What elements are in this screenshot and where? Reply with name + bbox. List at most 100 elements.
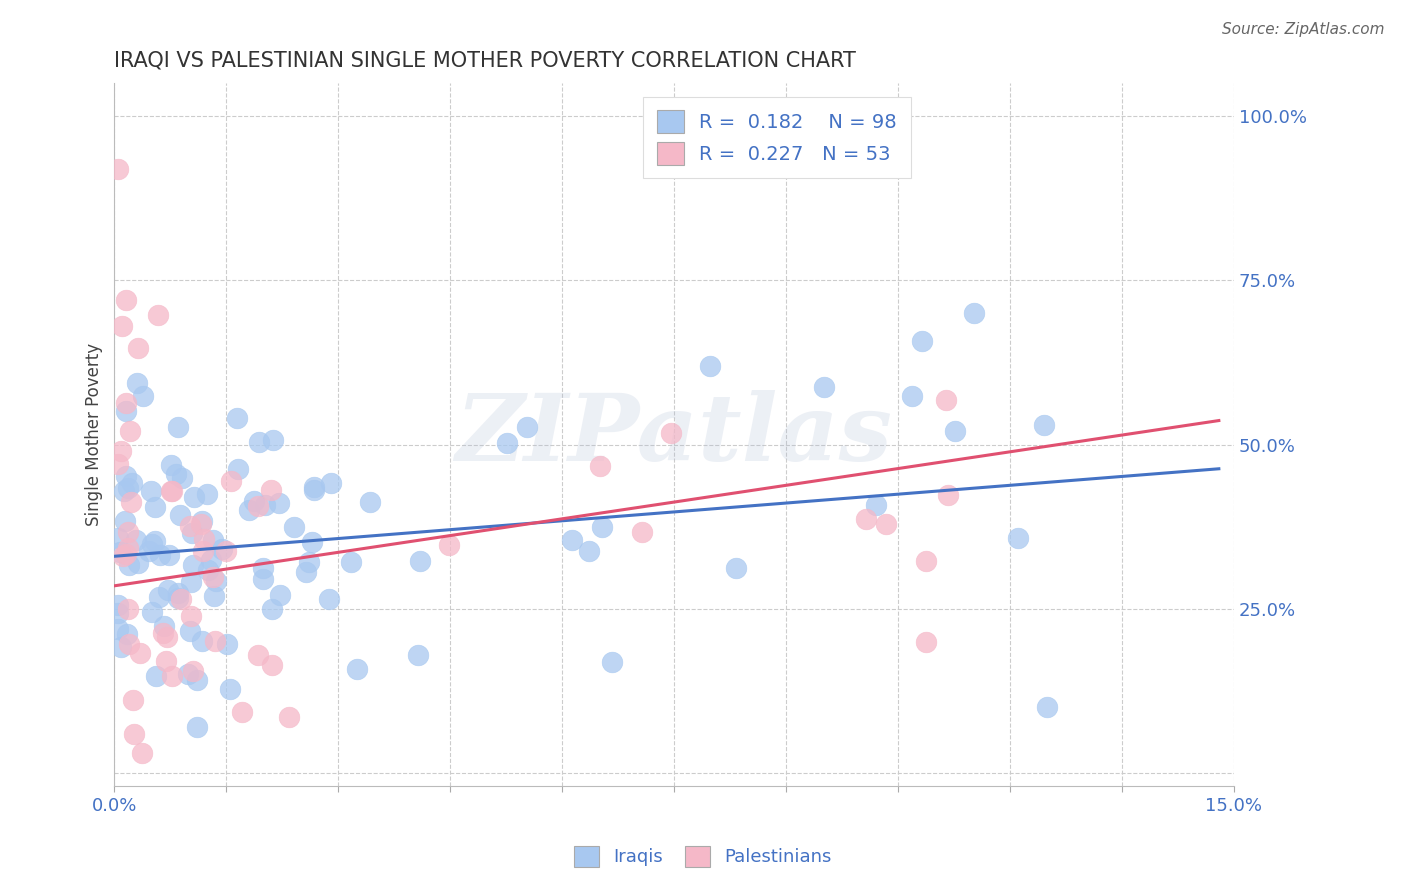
Point [114, 514, 136, 528]
Point [211, 542, 233, 557]
Point [865, 498, 887, 512]
Point [169, 508, 191, 522]
Point [260, 601, 283, 615]
Point [117, 525, 139, 540]
Point [122, 693, 145, 707]
Point [231, 705, 253, 719]
Point [118, 424, 141, 438]
Point [963, 306, 986, 320]
Point [193, 532, 215, 546]
Point [166, 419, 188, 434]
Point [153, 618, 176, 632]
Point [319, 475, 342, 490]
Text: Source: ZipAtlas.com: Source: ZipAtlas.com [1222, 22, 1385, 37]
Point [302, 480, 325, 494]
Point [186, 673, 208, 687]
Point [193, 544, 215, 558]
Point [339, 555, 361, 569]
Point [118, 637, 141, 651]
Point [117, 602, 139, 616]
Point [155, 654, 177, 668]
Point [262, 433, 284, 447]
Point [915, 634, 938, 648]
Point [1032, 418, 1054, 433]
Point [302, 483, 325, 498]
Point [115, 627, 138, 641]
Point [938, 488, 960, 502]
Text: IRAQI VS PALESTINIAN SINGLE MOTHER POVERTY CORRELATION CHART: IRAQI VS PALESTINIAN SINGLE MOTHER POVER… [114, 51, 856, 70]
Point [170, 470, 193, 484]
Point [252, 572, 274, 586]
Point [190, 516, 212, 531]
Point [195, 486, 218, 500]
Point [243, 494, 266, 508]
Point [191, 515, 214, 529]
Point [179, 519, 201, 533]
Point [107, 606, 129, 620]
Point [725, 561, 748, 575]
Point [107, 598, 129, 612]
Point [219, 681, 242, 696]
Point [1007, 531, 1029, 545]
Point [177, 667, 200, 681]
Point [260, 483, 283, 497]
Point [117, 541, 139, 556]
Point [191, 634, 214, 648]
Point [110, 640, 132, 654]
Point [160, 669, 183, 683]
Point [602, 655, 624, 669]
Point [179, 624, 201, 638]
Legend: R =  0.182    N = 98, R =  0.227   N = 53: R = 0.182 N = 98, R = 0.227 N = 53 [643, 96, 911, 178]
Text: ZIPatlas: ZIPatlas [456, 390, 893, 480]
Point [283, 520, 305, 534]
Point [181, 558, 204, 573]
Point [200, 552, 222, 566]
Point [183, 664, 205, 678]
Point [253, 498, 276, 512]
Point [167, 586, 190, 600]
Point [114, 468, 136, 483]
Point [935, 392, 957, 407]
Point [267, 496, 290, 510]
Point [127, 376, 149, 391]
Point [260, 658, 283, 673]
Point [180, 574, 202, 589]
Point [122, 727, 145, 741]
Point [131, 389, 153, 403]
Point [297, 555, 319, 569]
Point [252, 561, 274, 575]
Point [157, 548, 180, 562]
Point [294, 565, 316, 579]
Point [204, 634, 226, 648]
Point [197, 564, 219, 578]
Y-axis label: Single Mother Poverty: Single Mother Poverty [86, 343, 103, 526]
Point [156, 630, 179, 644]
Point [226, 410, 249, 425]
Point [516, 420, 538, 434]
Point [439, 538, 461, 552]
Point [875, 517, 897, 532]
Point [165, 467, 187, 481]
Point [145, 669, 167, 683]
Point [408, 648, 430, 663]
Point [180, 608, 202, 623]
Point [107, 532, 129, 546]
Point [217, 637, 239, 651]
Point [110, 319, 132, 334]
Point [115, 396, 138, 410]
Legend: Iraqis, Palestinians: Iraqis, Palestinians [567, 838, 839, 874]
Point [127, 341, 149, 355]
Point [301, 535, 323, 549]
Point [141, 537, 163, 551]
Point [112, 484, 135, 499]
Point [110, 443, 132, 458]
Point [202, 589, 225, 603]
Point [202, 570, 225, 584]
Point [143, 534, 166, 549]
Point [118, 558, 141, 573]
Point [128, 646, 150, 660]
Point [591, 520, 613, 534]
Point [159, 458, 181, 473]
Point [659, 426, 682, 441]
Point [183, 490, 205, 504]
